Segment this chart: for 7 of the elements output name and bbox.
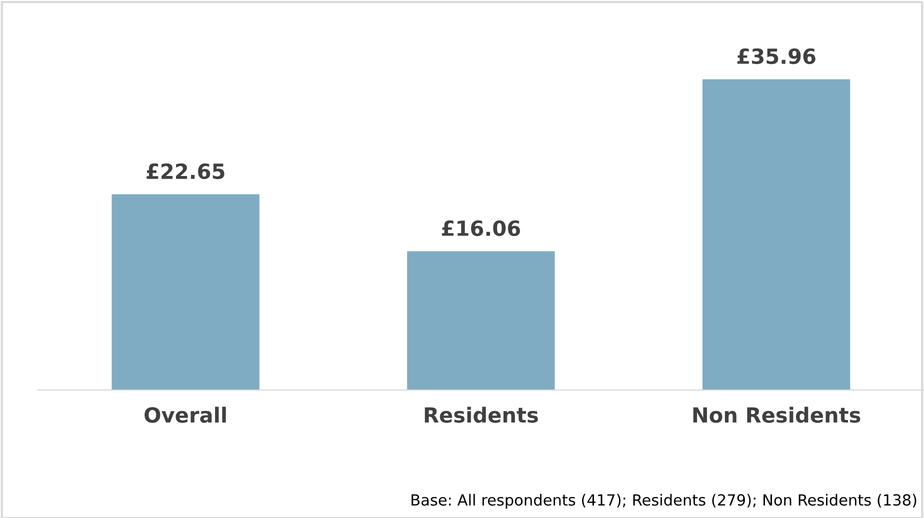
- data-label: £16.06: [442, 220, 520, 236]
- x-tick-label: Residents: [424, 406, 538, 423]
- x-tick-label: Non Residents: [693, 406, 860, 423]
- data-label: £35.96: [737, 48, 816, 64]
- data-label: £22.65: [146, 163, 224, 180]
- x-tick-label: Overall: [144, 406, 226, 423]
- text: Base: All respondents (417); Residents (279); Non Residents (138): [412, 494, 916, 509]
